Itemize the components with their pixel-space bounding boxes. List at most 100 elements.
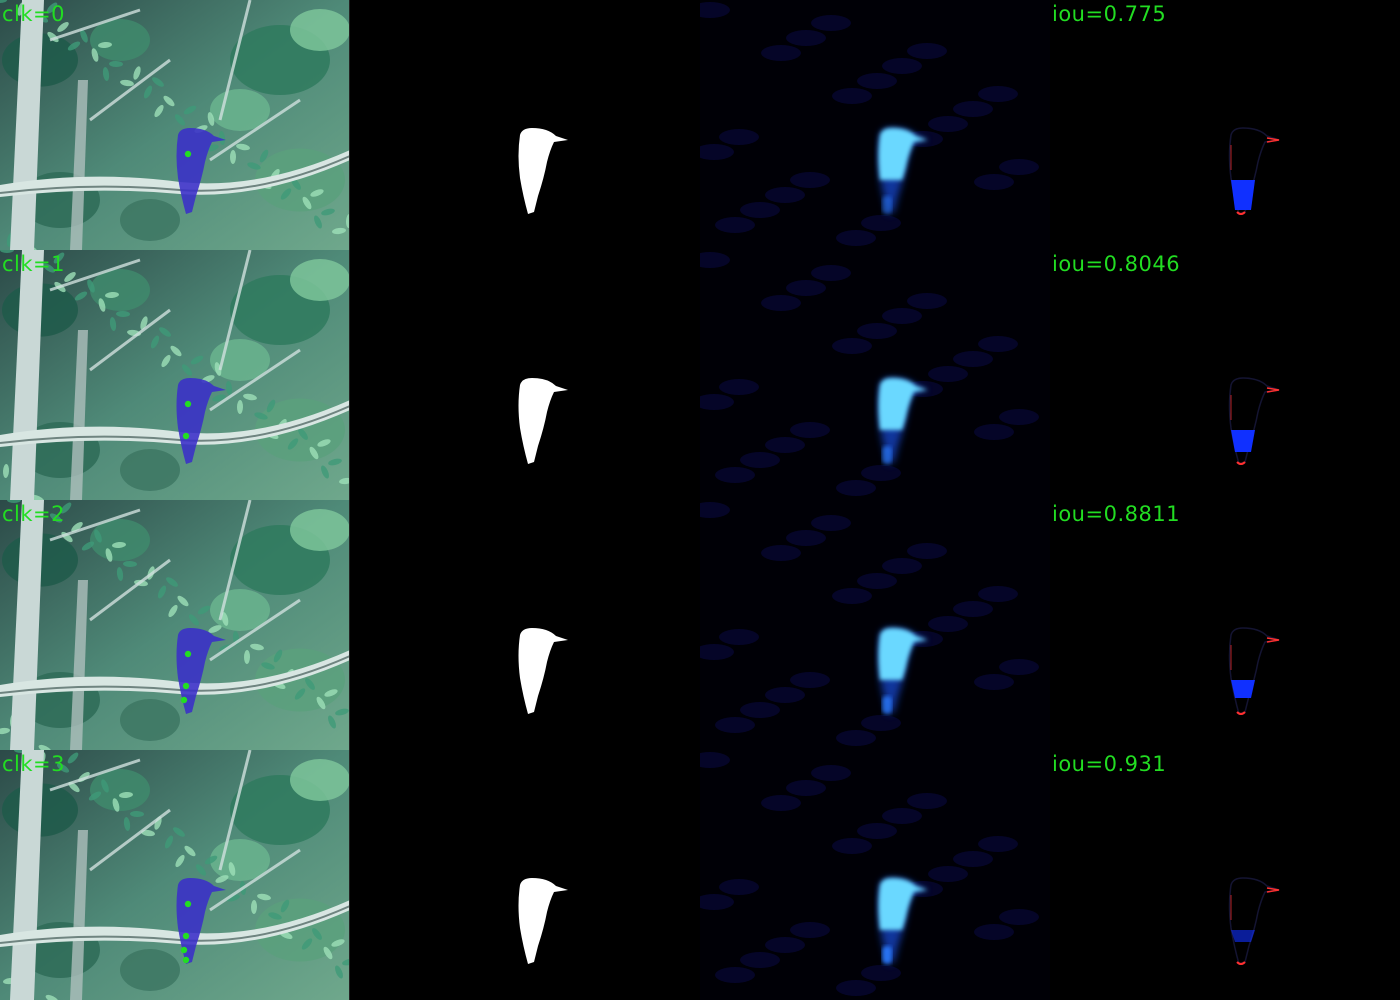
- false-positive-edge: [1266, 387, 1280, 393]
- prob-map-row-2: [700, 500, 1050, 750]
- prob-tail: [882, 946, 892, 964]
- prob-high-confidence: [878, 628, 928, 680]
- click-point: [182, 956, 190, 964]
- leaf: [184, 845, 196, 857]
- leaf: [280, 188, 292, 200]
- leaf: [98, 41, 112, 49]
- foliage-patch: [290, 759, 349, 801]
- leaf: [170, 345, 182, 357]
- leaf: [116, 310, 130, 318]
- bird-photo: [0, 0, 349, 250]
- foliage-patch: [90, 519, 150, 561]
- foliage-patch: [90, 769, 150, 811]
- leaf: [173, 827, 185, 837]
- leaf: [119, 791, 133, 799]
- false-negative-region: [1231, 680, 1255, 698]
- bird-photo: [0, 500, 349, 750]
- bird-outline: [1228, 377, 1280, 465]
- leaf: [98, 298, 106, 312]
- leaf: [45, 994, 59, 1000]
- prob-noise: [700, 502, 730, 518]
- leaf: [177, 595, 189, 607]
- error-background: [1050, 250, 1400, 500]
- prob-noise: [999, 659, 1039, 675]
- leaf: [345, 214, 349, 228]
- leaf: [154, 104, 164, 118]
- predicted-mask-overlay: [176, 628, 226, 714]
- false-positive-edge: [1236, 711, 1246, 715]
- leaf: [250, 643, 264, 651]
- click-point: [184, 400, 192, 408]
- leaf: [49, 513, 63, 523]
- prob-noise: [953, 851, 993, 867]
- leaf: [331, 939, 345, 947]
- branch: [49, 500, 301, 662]
- prob-high-confidence: [878, 378, 928, 430]
- prob-noise: [978, 86, 1018, 102]
- gt-mask-shape: [350, 250, 700, 500]
- leaf: [335, 708, 349, 716]
- foliage-patch: [290, 259, 349, 301]
- tree-trunk: [70, 80, 88, 250]
- overlay-image-row-3: clk=3: [0, 750, 350, 1000]
- click-point: [182, 432, 190, 440]
- overlay-image-row-2: clk=2: [0, 500, 350, 750]
- prob-tail: [882, 696, 892, 714]
- prob-noise: [700, 252, 730, 268]
- leaf: [109, 317, 117, 331]
- click-point: [180, 946, 188, 954]
- leaf: [302, 196, 312, 210]
- leaf: [80, 29, 88, 43]
- gt-mask-row-3: [350, 750, 700, 1000]
- leaf: [159, 327, 171, 337]
- leaf: [38, 744, 52, 750]
- leaf: [120, 79, 134, 87]
- leaf: [225, 381, 233, 395]
- bird-outline: [1228, 627, 1280, 715]
- leaf: [53, 252, 65, 264]
- leaf: [247, 162, 261, 170]
- leaf: [101, 779, 109, 793]
- branch: [49, 0, 301, 162]
- leaf: [339, 477, 349, 485]
- prob-noise: [790, 922, 830, 938]
- prob-tail: [882, 196, 892, 214]
- gt-mask-shape: [350, 750, 700, 1000]
- prob-high-confidence: [878, 878, 928, 930]
- leaf: [236, 143, 250, 151]
- false-positive-edge: [1266, 887, 1280, 893]
- prob-noise: [999, 909, 1039, 925]
- prob-noise: [928, 116, 968, 132]
- leaf: [116, 567, 124, 581]
- false-positive-edge: [1236, 961, 1246, 965]
- leaf: [183, 105, 197, 115]
- prob-noise: [907, 793, 947, 809]
- prob-noise: [978, 836, 1018, 852]
- leaf: [157, 585, 167, 599]
- gt-bird-mask: [518, 128, 568, 214]
- bird-outline: [1228, 127, 1280, 215]
- leaf: [140, 316, 148, 330]
- leaf: [229, 150, 237, 164]
- branch-shadow: [0, 655, 349, 694]
- prob-tail: [882, 446, 892, 464]
- prob-noise: [832, 838, 872, 854]
- leaf: [130, 810, 144, 818]
- prob-noise: [786, 30, 826, 46]
- leaf: [57, 22, 69, 32]
- prob-map-shape: [700, 750, 1050, 1000]
- leaf: [123, 817, 131, 831]
- false-positive-edge: [1266, 637, 1280, 643]
- prob-noise: [857, 73, 897, 89]
- leaf: [243, 393, 257, 401]
- leaf: [87, 279, 95, 293]
- prob-noise: [882, 808, 922, 824]
- leaf: [181, 364, 193, 376]
- prob-noise: [765, 937, 805, 953]
- leaf: [261, 662, 275, 670]
- branch: [49, 250, 301, 412]
- prob-noise: [836, 480, 876, 496]
- gt-bird-mask: [518, 878, 568, 964]
- leaf: [218, 131, 226, 145]
- prob-noise: [974, 424, 1014, 440]
